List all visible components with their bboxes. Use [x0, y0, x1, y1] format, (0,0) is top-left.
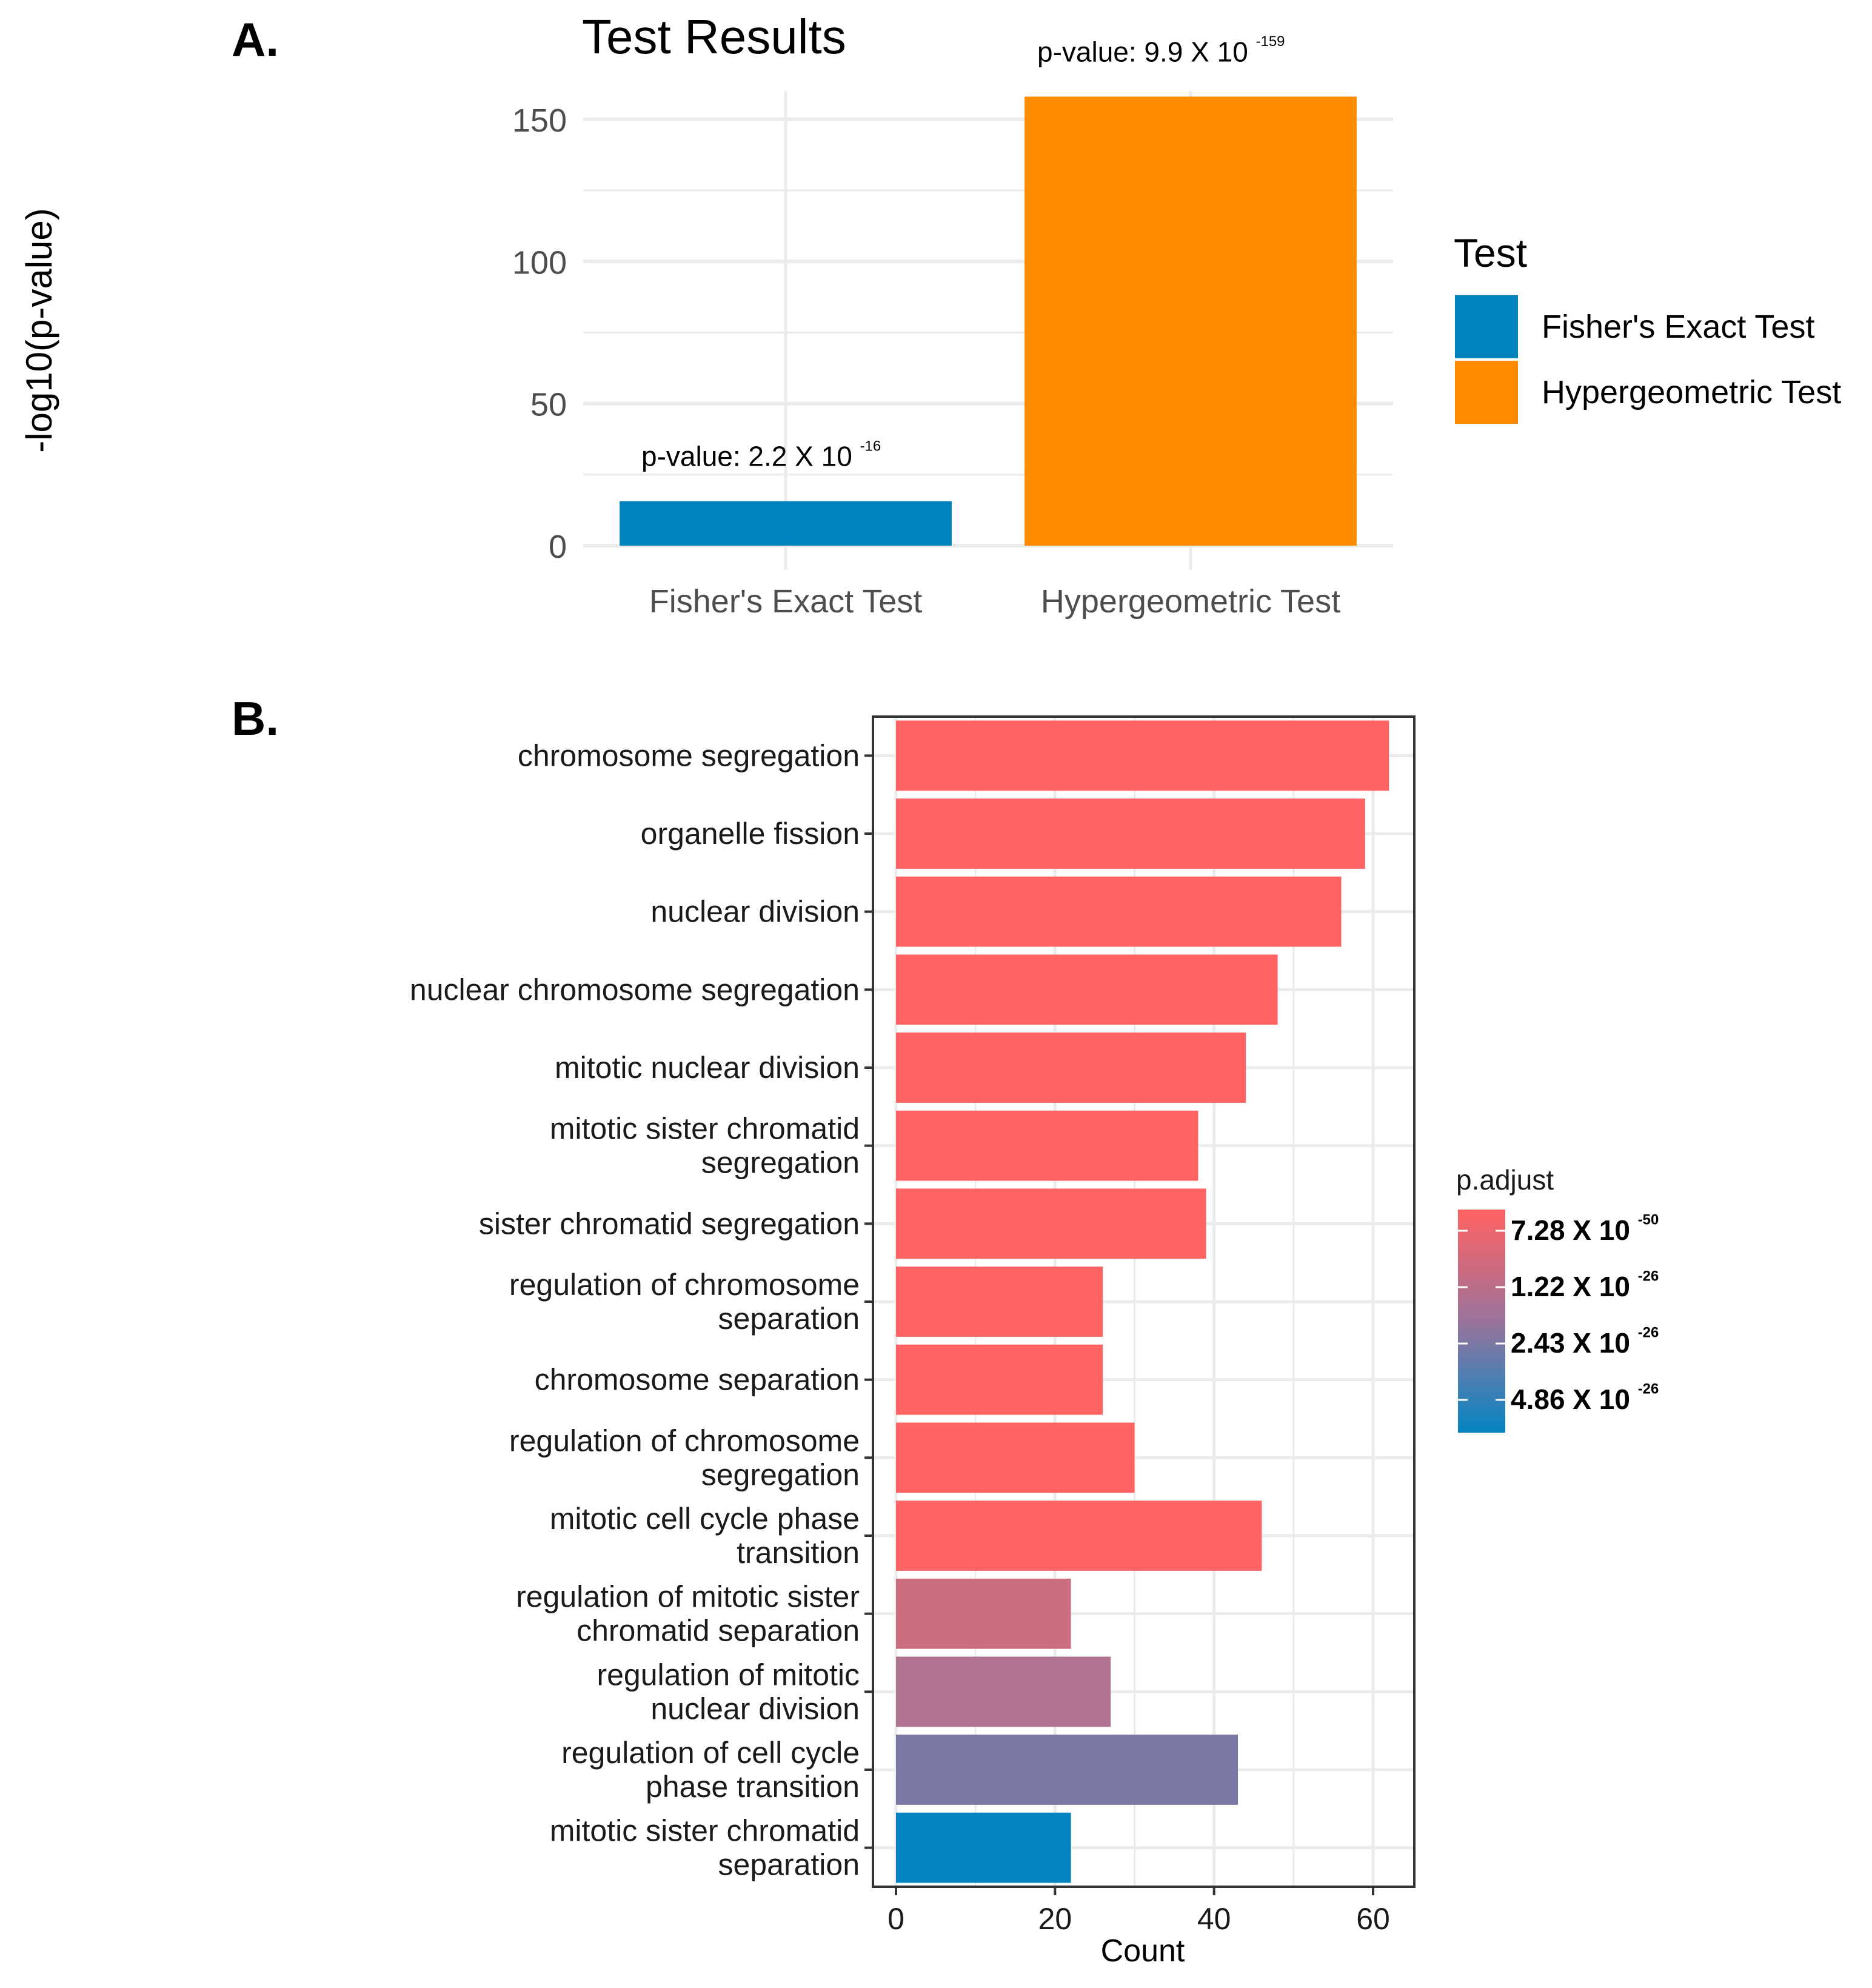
chart-b-x-axis-label: Count — [1101, 1933, 1185, 1969]
colorbar-title: p.adjust — [1456, 1164, 1554, 1196]
bar — [896, 1735, 1239, 1805]
bar — [896, 1188, 1206, 1259]
legend-label: Hypergeometric Test — [1542, 374, 1841, 410]
x-tick-label: Fisher's Exact Test — [649, 583, 922, 620]
legend-swatch — [1455, 361, 1518, 424]
legend-label: Fisher's Exact Test — [1542, 309, 1814, 345]
chart-a-y-ticks: 0 50 100 150 — [512, 102, 567, 565]
y-tick-label: regulation of cell cycle phase transition — [561, 1736, 860, 1804]
y-tick-label: chromosome segregation — [518, 738, 860, 772]
y-tick-label: sister chromatid segregation — [479, 1207, 860, 1240]
y-tick-label: 50 — [530, 387, 567, 423]
colorbar-tick-label: 1.22 X 10 -26 — [1511, 1268, 1659, 1302]
colorbar-tick-label: 2.43 X 10 -26 — [1511, 1325, 1659, 1359]
y-tick-label: chromosome separation — [535, 1363, 860, 1397]
chart-b-bars — [896, 720, 1389, 1883]
colorbar-tick-label: 7.28 X 10 -50 — [1511, 1212, 1659, 1246]
bar — [896, 1344, 1103, 1415]
x-tick-label: 60 — [1356, 1902, 1390, 1936]
colorbar-tick-label: 4.86 X 10 -26 — [1511, 1381, 1659, 1415]
bar — [896, 798, 1365, 869]
colorbar-gradient — [1458, 1210, 1505, 1433]
x-tick-label: Hypergeometric Test — [1041, 583, 1340, 620]
bar — [896, 954, 1278, 1025]
y-tick-label: regulation of chromosome segregation — [509, 1424, 860, 1491]
y-tick-label: regulation of chromosome separation — [509, 1268, 860, 1336]
bar — [896, 720, 1389, 791]
data-label: p-value: 9.9 X 10 -159 — [1037, 33, 1285, 67]
x-tick-label: 40 — [1197, 1902, 1231, 1936]
chart-a-x-ticks: Fisher's Exact Test Hypergeometric Test — [649, 583, 1340, 620]
y-tick-label: nuclear chromosome segregation — [410, 972, 860, 1006]
panel-b-label: B. — [232, 692, 279, 745]
bar — [896, 1656, 1111, 1727]
y-tick-label: 150 — [512, 102, 567, 139]
y-tick-label: 100 — [512, 244, 567, 281]
y-tick-label: regulation of mitotic sister chromatid se… — [516, 1580, 860, 1648]
legend-title: Test — [1454, 230, 1527, 275]
y-tick-label: mitotic sister chromatid separation — [550, 1814, 860, 1882]
panel-b: B. chromosome segregation organelle fissi… — [232, 692, 1659, 1969]
chart-a-title: Test Results — [582, 10, 846, 64]
y-tick-label: organelle fission — [641, 817, 860, 851]
bar — [896, 1422, 1135, 1493]
y-tick-label: 0 — [549, 529, 567, 565]
panel-a-label: A. — [232, 13, 279, 66]
chart-a-annotations: p-value: 2.2 X 10 -16 p-value: 9.9 X 10 -… — [641, 33, 1285, 472]
legend-swatch — [1455, 295, 1518, 358]
bar — [896, 1578, 1071, 1649]
chart-a-legend: Test Fisher's Exact Test Hypergeometric T… — [1454, 230, 1841, 424]
bar — [896, 1032, 1246, 1103]
y-tick-label: mitotic cell cycle phase transition — [550, 1502, 860, 1570]
panel-a: A. Test Results -log10(p-value) 0 50 100 15… — [19, 10, 1841, 620]
chart-b-x-ticks: 0 20 40 60 — [888, 1887, 1390, 1936]
y-tick-label: nuclear division — [650, 895, 860, 929]
chart-a-y-axis-label: -log10(p-value) — [19, 208, 59, 453]
bar — [896, 1110, 1198, 1181]
legend-items: Fisher's Exact Test Hypergeometric Test — [1455, 295, 1841, 424]
chart-b-category-labels: chromosome segregation organelle fission n… — [410, 738, 873, 1882]
bar — [896, 1267, 1103, 1337]
chart-b-panel-border — [872, 715, 1416, 1888]
bar — [896, 876, 1342, 947]
data-label: p-value: 2.2 X 10 -16 — [641, 438, 881, 472]
bar — [896, 1812, 1071, 1883]
x-tick-label: 0 — [888, 1902, 904, 1936]
y-tick-label: regulation of mitotic nuclear division — [597, 1658, 860, 1725]
bar — [896, 1501, 1262, 1571]
chart-a-bars — [620, 96, 1357, 546]
chart-b-colorbar: p.adjust 7.28 X 10 -50 1.22 X 10 -26 2.43 … — [1456, 1164, 1659, 1433]
bar — [620, 501, 952, 546]
x-tick-label: 20 — [1038, 1902, 1072, 1936]
y-tick-label: mitotic sister chromatid segregation — [550, 1112, 860, 1180]
colorbar-ticks: 7.28 X 10 -50 1.22 X 10 -26 2.43 X 10 -26 4… — [1458, 1212, 1659, 1415]
bar — [1025, 96, 1357, 546]
y-tick-label: mitotic nuclear division — [555, 1051, 860, 1085]
